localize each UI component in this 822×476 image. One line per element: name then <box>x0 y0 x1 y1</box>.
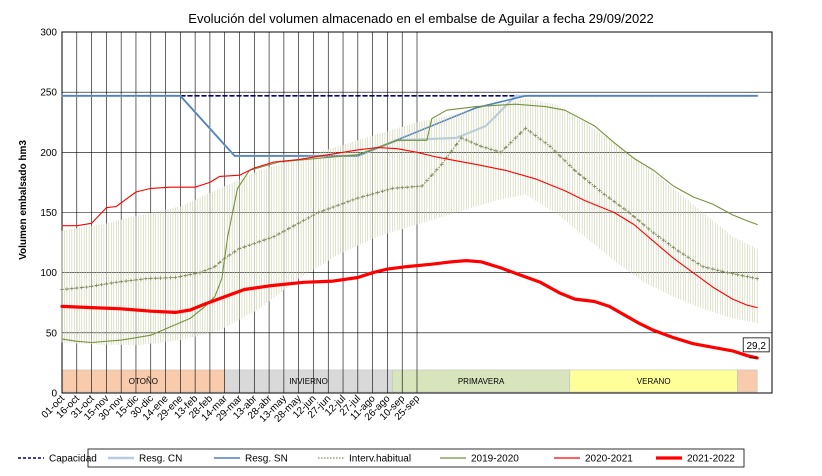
legend-label: 2019-2020 <box>471 454 519 465</box>
legend-label: 2021-2022 <box>687 454 735 465</box>
series-2021-2022 <box>60 259 759 360</box>
legend-label: Interv.habitual <box>349 454 411 465</box>
y-tick-label: 300 <box>40 28 57 39</box>
season-label: OTOÑO <box>129 377 158 386</box>
series-interv-habitual <box>60 98 760 345</box>
y-tick-label: 100 <box>40 268 57 279</box>
y-axis-label: Volumen embalsado hm3 <box>18 140 29 260</box>
season-band <box>737 369 758 393</box>
y-tick-label: 250 <box>40 88 57 99</box>
legend: Capacidad Resg. CN Resg. SN Interv.habitual… <box>18 448 745 468</box>
plot-area: OTOÑO INVIERNO PRIMAVERA VERANO 0 50 100 150 200… <box>40 28 773 425</box>
legend-label: Resg. SN <box>245 454 288 465</box>
series-2020-2021 <box>61 146 758 309</box>
legend-label: Capacidad <box>49 454 97 465</box>
legend-box <box>87 448 745 468</box>
band-mean-line <box>61 127 758 291</box>
y-tick-label: 150 <box>40 208 57 219</box>
y-tick-label: 200 <box>40 148 57 159</box>
season-label: PRIMAVERA <box>458 377 505 386</box>
season-label: VERANO <box>637 377 671 386</box>
legend-label: 2020-2021 <box>585 454 633 465</box>
end-annotation-box <box>742 337 770 353</box>
plot-border <box>61 31 773 394</box>
end-annotation-value: 29,2 <box>746 341 766 352</box>
y-tick-label: 0 <box>51 389 57 400</box>
legend-label: Resg. CN <box>139 454 182 465</box>
series-2019-2020 <box>61 103 758 344</box>
chart-title: Evolución del volumen almacenado en el e… <box>188 11 653 26</box>
season-label: INVIERNO <box>289 377 328 386</box>
y-tick-label: 50 <box>46 328 58 339</box>
